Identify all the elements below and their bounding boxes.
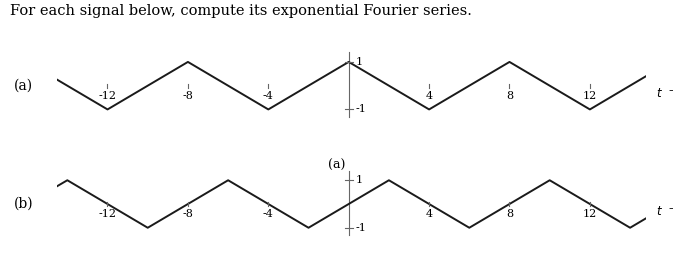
Text: 1: 1 bbox=[355, 175, 363, 185]
Text: 4: 4 bbox=[425, 91, 433, 101]
Text: -12: -12 bbox=[98, 91, 116, 101]
Text: 4: 4 bbox=[425, 209, 433, 219]
Text: -12: -12 bbox=[98, 209, 116, 219]
Text: (a): (a) bbox=[14, 79, 33, 93]
Text: $t$: $t$ bbox=[656, 87, 663, 100]
Text: -1: -1 bbox=[355, 104, 367, 115]
Text: →: → bbox=[668, 87, 673, 96]
Text: 1: 1 bbox=[355, 57, 363, 67]
Text: 8: 8 bbox=[506, 209, 513, 219]
Text: -8: -8 bbox=[182, 209, 193, 219]
Text: -8: -8 bbox=[182, 91, 193, 101]
Text: →: → bbox=[668, 205, 673, 214]
Text: -1: -1 bbox=[355, 223, 367, 233]
Text: (b): (b) bbox=[13, 197, 33, 211]
Text: -4: -4 bbox=[262, 91, 274, 101]
Text: -4: -4 bbox=[262, 209, 274, 219]
Text: 8: 8 bbox=[506, 91, 513, 101]
Text: For each signal below, compute its exponential Fourier series.: For each signal below, compute its expon… bbox=[10, 4, 472, 18]
Text: $t$: $t$ bbox=[656, 205, 663, 218]
Text: 12: 12 bbox=[583, 91, 597, 101]
Text: (a): (a) bbox=[328, 159, 345, 172]
Text: 12: 12 bbox=[583, 209, 597, 219]
